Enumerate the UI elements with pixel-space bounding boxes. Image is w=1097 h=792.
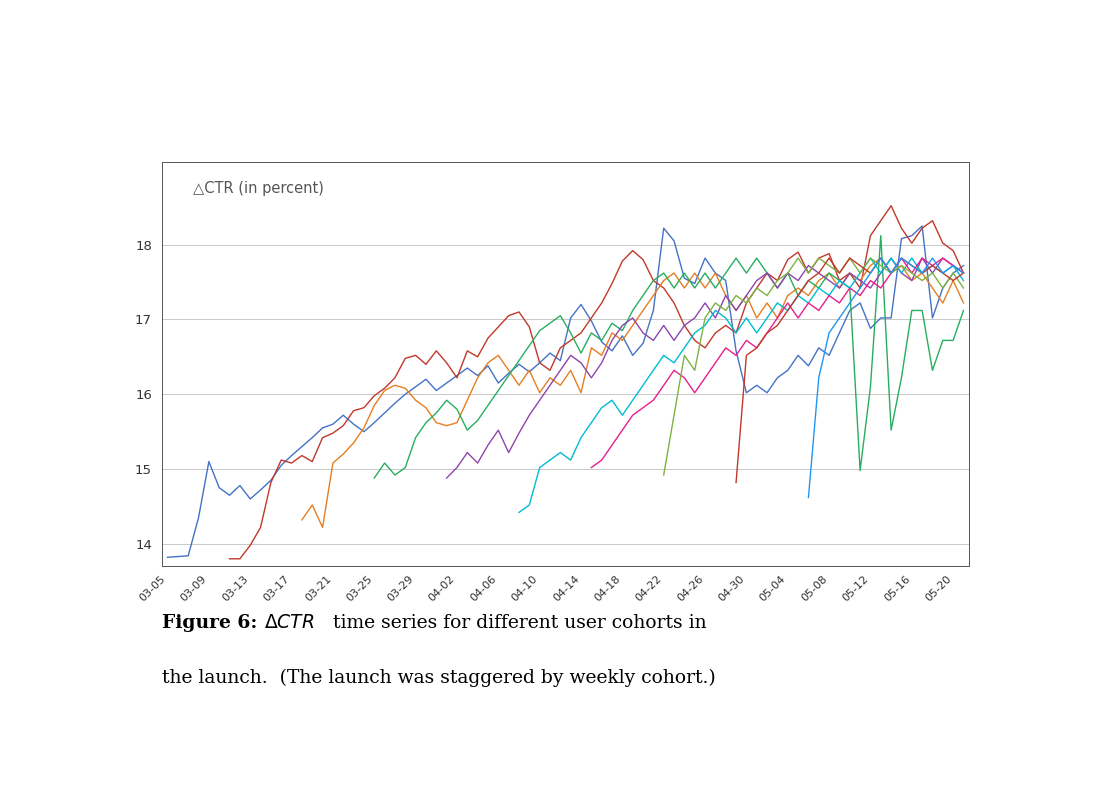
Text: the launch.  (The launch was staggered by weekly cohort.): the launch. (The launch was staggered by… — [162, 669, 716, 687]
Text: time series for different user cohorts in: time series for different user cohorts i… — [333, 614, 708, 632]
Text: △CTR (in percent): △CTR (in percent) — [193, 181, 324, 196]
Text: $\mathit{\Delta CTR}$: $\mathit{\Delta CTR}$ — [264, 614, 315, 632]
Text: Figure 6:: Figure 6: — [162, 614, 258, 632]
